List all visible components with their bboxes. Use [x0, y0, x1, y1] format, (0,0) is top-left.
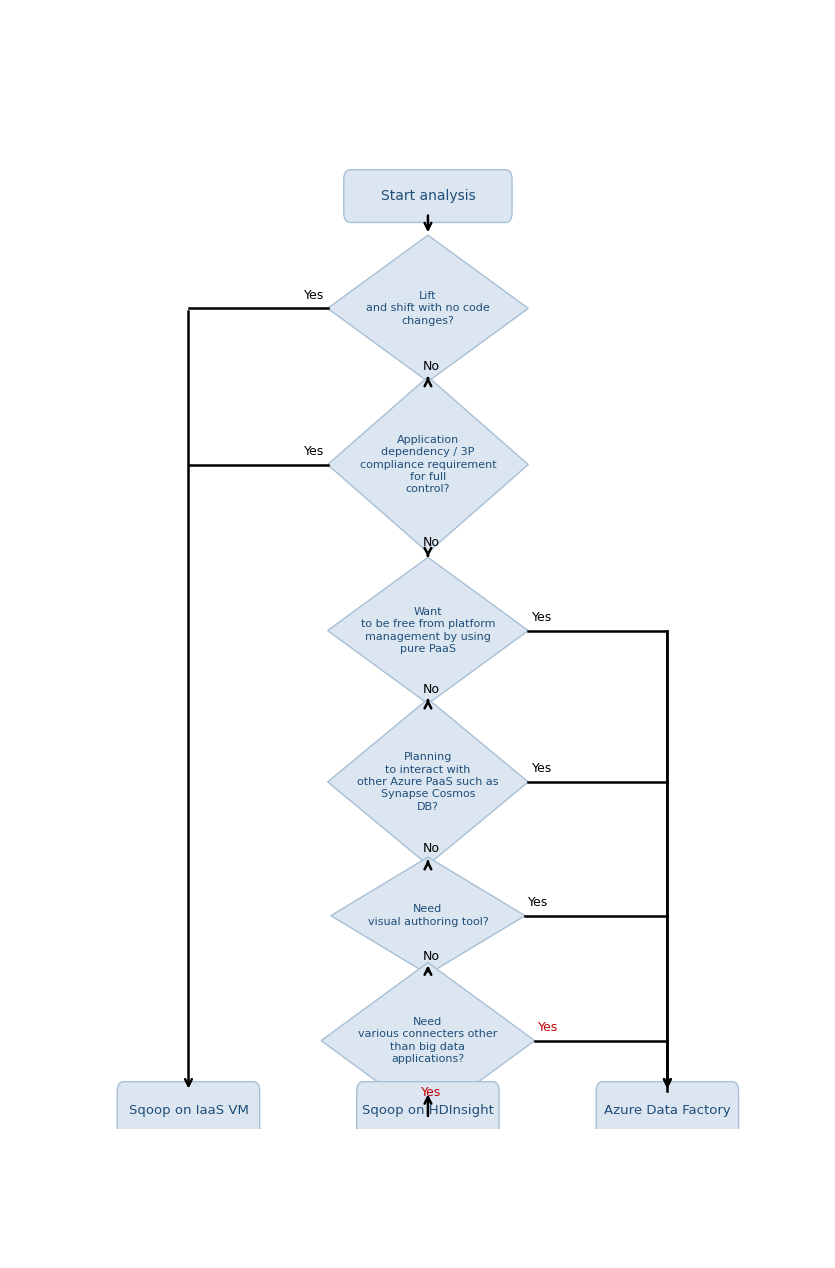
Text: Sqoop on HDInsight: Sqoop on HDInsight: [362, 1104, 493, 1117]
Text: No: No: [423, 536, 440, 549]
Text: No: No: [423, 842, 440, 855]
Text: Lift
and shift with no code
changes?: Lift and shift with no code changes?: [366, 290, 490, 326]
Text: Yes: Yes: [304, 445, 324, 458]
Polygon shape: [327, 377, 529, 553]
Text: Want
to be free from platform
management by using
pure PaaS: Want to be free from platform management…: [361, 607, 495, 654]
Text: No: No: [423, 682, 440, 696]
Text: Application
dependency / 3P
compliance requirement
for full
control?: Application dependency / 3P compliance r…: [360, 435, 496, 495]
Polygon shape: [331, 857, 525, 974]
Text: Start analysis: Start analysis: [381, 189, 475, 203]
FancyBboxPatch shape: [344, 170, 512, 222]
FancyBboxPatch shape: [357, 1082, 499, 1140]
Text: Sqoop on IaaS VM: Sqoop on IaaS VM: [129, 1104, 249, 1117]
Text: Yes: Yes: [304, 289, 324, 302]
Text: Azure Data Factory: Azure Data Factory: [604, 1104, 731, 1117]
FancyBboxPatch shape: [596, 1082, 738, 1140]
Polygon shape: [321, 962, 534, 1118]
Text: Yes: Yes: [529, 895, 549, 909]
Text: Yes: Yes: [531, 762, 552, 775]
Text: Need
various connecters other
than big data
applications?: Need various connecters other than big d…: [358, 1017, 498, 1064]
Text: Yes: Yes: [531, 611, 552, 624]
Text: Planning
to interact with
other Azure PaaS such as
Synapse Cosmos
DB?: Planning to interact with other Azure Pa…: [357, 752, 498, 812]
Text: Yes: Yes: [538, 1021, 559, 1033]
Text: No: No: [423, 360, 440, 373]
Text: Yes: Yes: [421, 1087, 442, 1099]
Text: No: No: [423, 950, 440, 962]
Polygon shape: [327, 558, 529, 704]
FancyBboxPatch shape: [117, 1082, 260, 1140]
Text: Need
visual authoring tool?: Need visual authoring tool?: [367, 904, 488, 927]
Polygon shape: [327, 699, 529, 865]
Polygon shape: [327, 235, 529, 382]
